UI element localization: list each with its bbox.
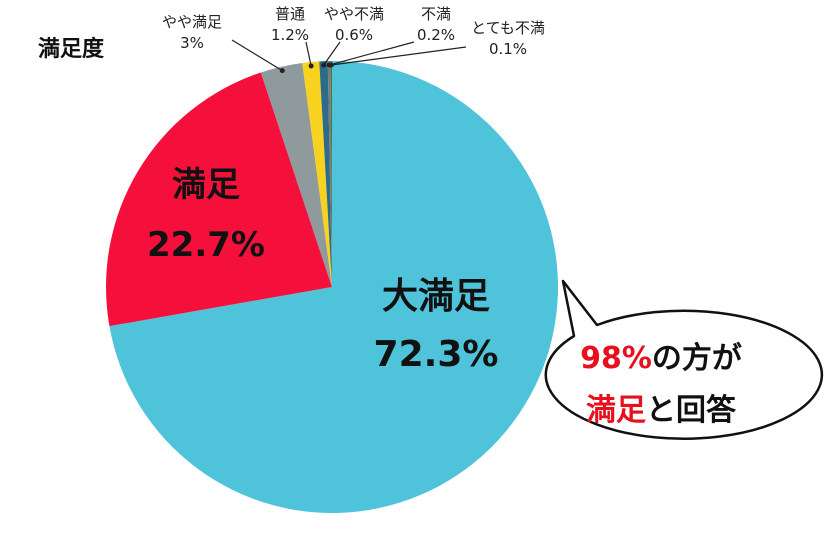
slice-value-yaya-manzoku: 3% [180, 34, 204, 52]
slice-value-manzoku: 22.7% [147, 225, 265, 265]
slice-name-yaya-manzoku: やや満足 [162, 13, 222, 31]
leader-line-futsuu [305, 41, 312, 67]
slice-name-totemo-fuman: とても不満 [471, 19, 545, 37]
callout-line-2: 満足と回答 [586, 393, 737, 428]
pie-slice-manzoku [106, 72, 333, 327]
callout-line-1: 98%の方が [580, 341, 742, 376]
slice-value-totemo-fuman: 0.1% [489, 40, 527, 58]
slice-name-fuman: 不満 [421, 5, 451, 23]
slice-value-fuman: 0.2% [417, 26, 455, 44]
callout-bubble: 98%の方が 満足と回答 [544, 279, 824, 440]
pie-slice-yaya-manzoku [260, 62, 332, 288]
callout-bubble-shape [544, 279, 824, 440]
slice-value-futsuu: 1.2% [271, 26, 309, 44]
pie-slices [106, 61, 559, 513]
pie-slice-fuman [327, 61, 332, 287]
pie-slice-totemo-fuman [330, 61, 332, 287]
callout-line-1-rest: の方が [652, 341, 742, 376]
slice-value-yaya-fuman: 0.6% [335, 26, 373, 44]
callout-line-2-highlight: 満足 [586, 393, 646, 428]
slice-name-manzoku: 満足 [172, 165, 240, 205]
slice-name-yaya-fuman: やや不満 [324, 5, 384, 23]
leader-dot-yaya-fuman [321, 62, 327, 68]
pie-slice-yaya-fuman [319, 61, 332, 287]
slice-name-daimanzoku: 大満足 [382, 276, 490, 317]
pie-labels: 大満足 72.3% 満足 22.7% やや満足 3% 普通 1.2% やや不満 0.6% 不満 0.2… [147, 5, 545, 375]
pie-slice-daimanzoku [109, 61, 559, 513]
leader-line-fuman [329, 41, 415, 66]
callout-line-2-rest: と回答 [646, 393, 737, 428]
pie-slice-futsuu [302, 61, 332, 287]
leader-dot-futsuu [308, 63, 314, 69]
leader-dot-yaya-manzoku [279, 68, 285, 74]
leader-line-yaya-manzoku [231, 39, 283, 72]
callout-line-1-highlight: 98% [580, 341, 652, 376]
leader-dot-totemo-fuman [328, 62, 334, 68]
chart-title: 満足度 [38, 36, 105, 62]
leader-line-yaya-fuman [323, 41, 341, 66]
slice-value-daimanzoku: 72.3% [374, 334, 499, 375]
leader-line-totemo-fuman [331, 46, 467, 66]
slice-name-futsuu: 普通 [275, 5, 305, 23]
